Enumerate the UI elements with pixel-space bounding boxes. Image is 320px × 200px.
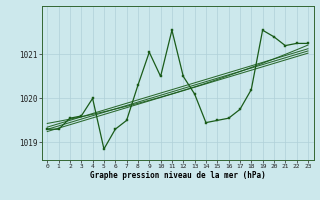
X-axis label: Graphe pression niveau de la mer (hPa): Graphe pression niveau de la mer (hPa) [90,171,266,180]
